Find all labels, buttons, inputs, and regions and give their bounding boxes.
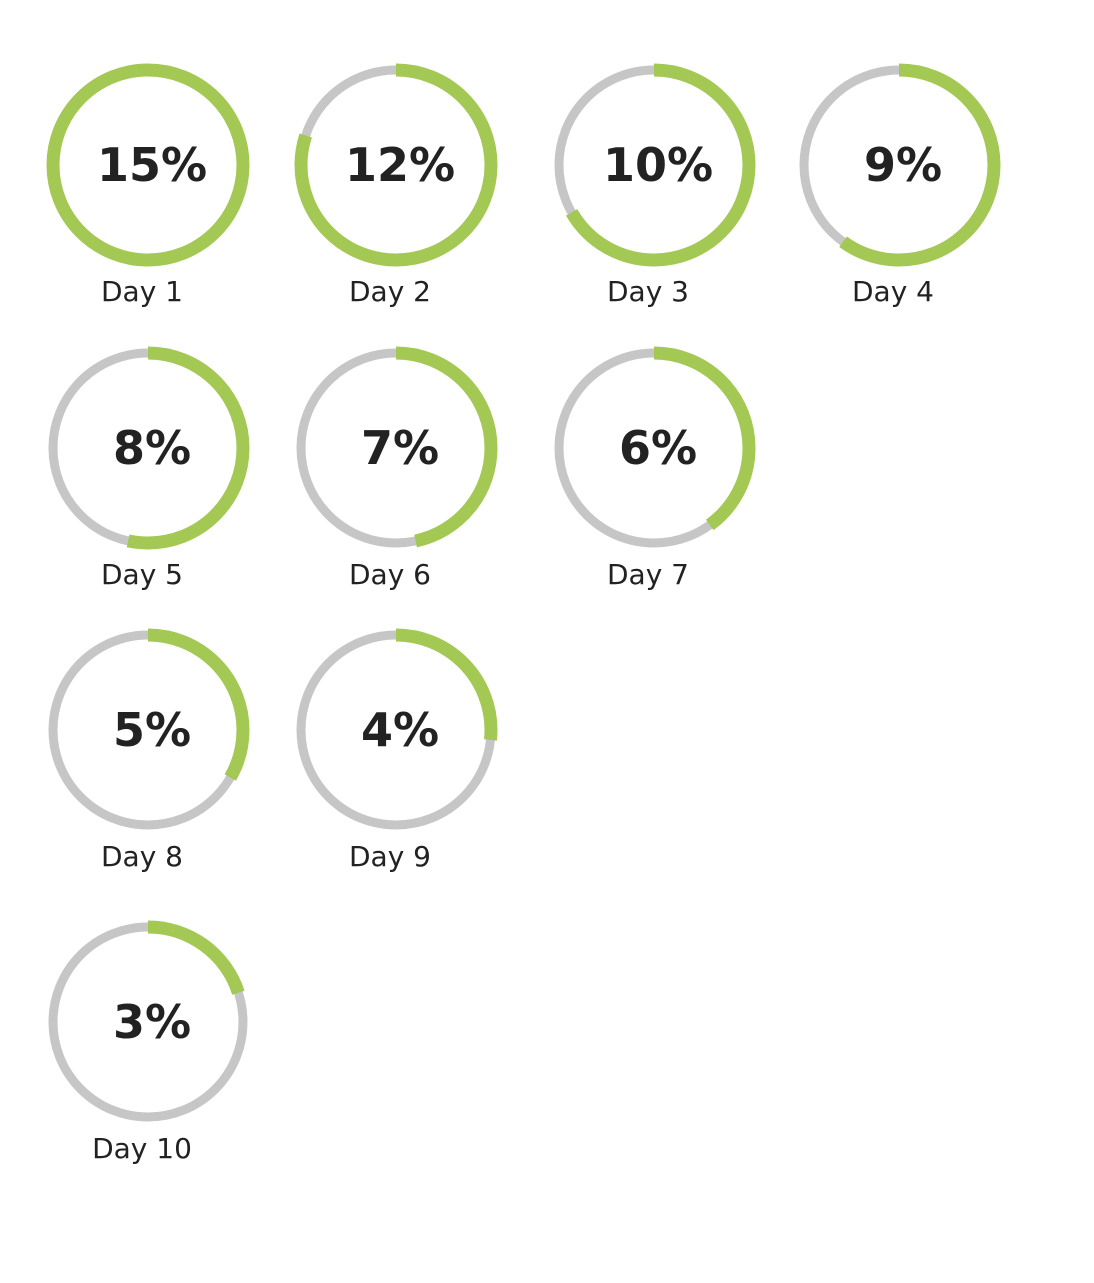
ring-progress-arc <box>46 346 250 550</box>
ring-value-label: 7% <box>361 421 439 475</box>
ring-day-label: Day 5 <box>101 558 183 591</box>
ring-progress-arc <box>294 346 498 550</box>
ring-value-label: 3% <box>113 995 191 1049</box>
ring-value-label: 10% <box>603 138 713 192</box>
ring-group: 10% Day 3 <box>552 63 756 308</box>
ring-value-label: 15% <box>97 138 207 192</box>
ring-progress-arc <box>797 63 1001 267</box>
ring-group: 7% Day 6 <box>294 346 498 591</box>
ring-progress-arc <box>552 346 756 550</box>
ring-progress-arc <box>294 628 498 832</box>
ring-group: 6% Day 7 <box>552 346 756 591</box>
ring-group: 5% Day 8 <box>46 628 250 873</box>
ring-group: 3% Day 10 <box>46 920 250 1165</box>
ring-progress-arc <box>46 628 250 832</box>
ring-value-label: 12% <box>345 138 455 192</box>
ring-value-label: 4% <box>361 703 439 757</box>
ring-group: 12% Day 2 <box>294 63 498 308</box>
ring-progress-arc <box>552 63 756 267</box>
ring-value-label: 5% <box>113 703 191 757</box>
ring-value-label: 8% <box>113 421 191 475</box>
ring-day-label: Day 2 <box>349 275 431 308</box>
ring-day-label: Day 1 <box>101 275 183 308</box>
ring-group: 9% Day 4 <box>797 63 1001 308</box>
ring-progress-arc <box>46 920 250 1124</box>
ring-value-label: 6% <box>619 421 697 475</box>
ring-group: 4% Day 9 <box>294 628 498 873</box>
ring-day-label: Day 8 <box>101 840 183 873</box>
ring-value-label: 9% <box>864 138 942 192</box>
ring-progress-arc <box>294 63 498 267</box>
ring-day-label: Day 7 <box>607 558 689 591</box>
ring-day-label: Day 6 <box>349 558 431 591</box>
ring-group: 8% Day 5 <box>46 346 250 591</box>
ring-progress-arc <box>46 63 250 267</box>
ring-day-label: Day 3 <box>607 275 689 308</box>
ring-day-label: Day 9 <box>349 840 431 873</box>
ring-day-label: Day 10 <box>92 1132 192 1165</box>
ring-group: 15% Day 1 <box>46 63 250 308</box>
ring-day-label: Day 4 <box>852 275 934 308</box>
